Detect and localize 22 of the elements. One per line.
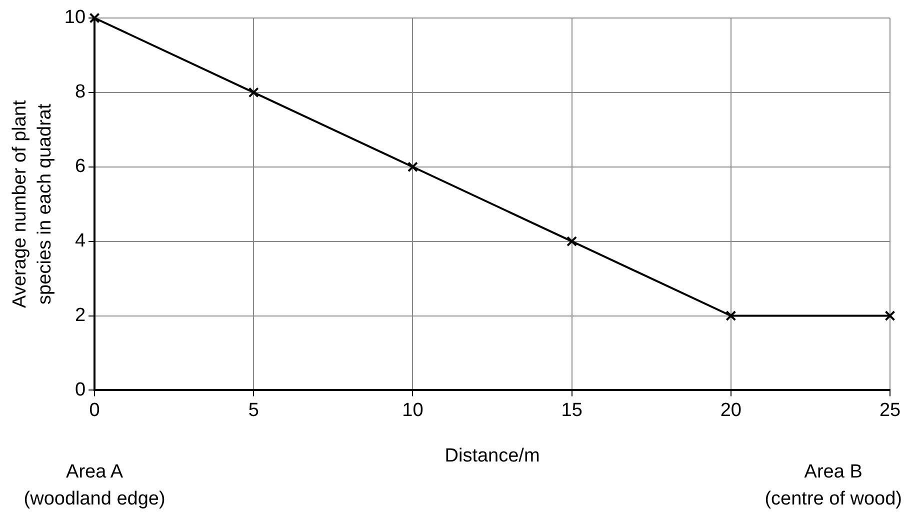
y-tick-label: 6 — [74, 156, 86, 178]
x-tick-label: 10 — [402, 400, 424, 421]
text: Area B (centre of wood) — [764, 461, 902, 510]
y-tick-label: 2 — [74, 304, 86, 326]
x-tick-label: 0 — [89, 400, 100, 421]
x-tick-label: 25 — [879, 400, 901, 421]
x-tick-label: 15 — [561, 400, 582, 421]
y-tick-label: 4 — [74, 230, 86, 252]
y-axis-title: Average number of plant species in each quadrat — [10, 100, 56, 308]
text: Area A (woodland edge) — [24, 461, 166, 510]
y-tick-label: 8 — [74, 82, 86, 103]
point — [89, 12, 100, 24]
point — [884, 310, 896, 322]
x-tick-label: 5 — [248, 400, 259, 421]
y-tick-label: 10 — [64, 7, 86, 28]
x-tick-label: 20 — [720, 400, 742, 421]
point — [566, 236, 578, 247]
point — [248, 87, 259, 98]
y-tick-label: 0 — [74, 379, 86, 400]
point — [726, 310, 736, 322]
point — [407, 162, 418, 172]
x-axis-title: Distance/m — [444, 445, 540, 466]
